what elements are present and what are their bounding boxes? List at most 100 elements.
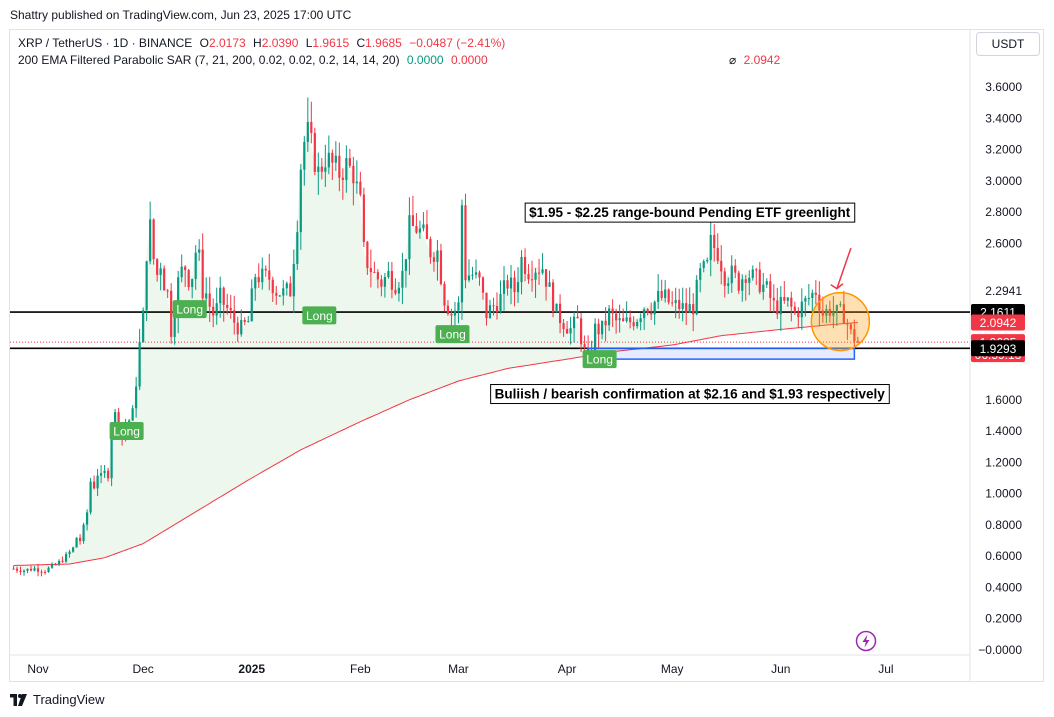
candle-body (632, 322, 635, 327)
candle-body (681, 303, 684, 309)
flash-icon[interactable] (855, 630, 877, 652)
candle-body (219, 287, 222, 304)
price-tag-1: 2.0942 (971, 314, 1025, 331)
candle-body (516, 282, 520, 293)
candle-body (601, 320, 604, 335)
candle-body (671, 302, 674, 304)
candle-body (650, 312, 653, 315)
candle-body (135, 386, 138, 409)
candle-body (769, 281, 772, 298)
candle-body (429, 238, 432, 258)
candle-body (22, 570, 26, 573)
candle-body (103, 470, 106, 474)
long-signal-label: Long (176, 303, 203, 317)
candle-body (366, 241, 369, 269)
candle-body (320, 166, 323, 172)
low-value: 1.9615 (312, 36, 350, 50)
annotation-box (524, 202, 856, 223)
candle-body (618, 318, 621, 321)
candle-body (78, 537, 82, 542)
candle-body (205, 293, 208, 299)
candle-body (527, 273, 530, 280)
candle-body (488, 305, 492, 319)
candle-body (404, 259, 408, 271)
candle-body (264, 268, 267, 271)
candle-body (551, 282, 555, 313)
candle-body (597, 323, 600, 335)
candle-body (271, 279, 274, 294)
candle-body (313, 132, 316, 172)
candle-body (233, 310, 236, 323)
candle-body (615, 313, 618, 321)
candle-body (692, 304, 695, 315)
candle-body (523, 256, 527, 274)
candle-body (26, 568, 29, 571)
candle-body (783, 297, 786, 301)
candle-body (68, 551, 71, 555)
y-tick-label: 3.4000 (985, 111, 1022, 125)
candle-body (695, 279, 698, 315)
open-label: O (199, 36, 209, 50)
long-signal-3: Long (435, 325, 470, 344)
candle-body (61, 560, 64, 562)
candle-body (373, 271, 376, 273)
chart-frame (9, 29, 1044, 682)
candle-body (331, 152, 334, 163)
candle-body (341, 177, 344, 180)
candle-body (460, 205, 464, 303)
long-signal-badge (582, 350, 617, 369)
candle-body (555, 303, 558, 313)
footer-brand[interactable]: TradingView (10, 692, 105, 707)
candle-body (629, 317, 632, 323)
candle-body (355, 181, 358, 184)
long-signal-badge (435, 325, 470, 344)
long-signal-2: Long (302, 306, 337, 325)
candle-body (152, 219, 155, 260)
candle-body (222, 287, 225, 305)
annotation-box (490, 384, 890, 405)
candle-body (667, 289, 670, 303)
candle-body (117, 412, 120, 430)
candle-body (250, 288, 253, 322)
candle-body (268, 270, 271, 280)
candle-body (583, 344, 586, 349)
symbol-name[interactable]: XRP / TetherUS · 1D · BINANCE (18, 36, 193, 50)
long-signal-badge (109, 422, 144, 441)
candle-body (359, 181, 362, 195)
candle-body (604, 320, 607, 326)
y-tick-label: 0.8000 (985, 518, 1022, 532)
candle-body (19, 570, 22, 573)
candle-body (387, 271, 390, 278)
x-tick-label: Jul (878, 662, 893, 676)
x-tick-label: 2025 (238, 662, 265, 676)
currency-button[interactable]: USDT (976, 32, 1040, 56)
candle-body (145, 261, 148, 311)
y-tick-label: 0.4000 (985, 580, 1022, 594)
candle-body (198, 249, 201, 253)
candle-body (317, 166, 320, 172)
candle-body (520, 256, 523, 283)
candle-body (727, 283, 730, 286)
candle-body (474, 272, 478, 275)
candle-body (278, 295, 281, 297)
candle-body (92, 481, 96, 489)
indicator-name[interactable]: 200 EMA Filtered Parabolic SAR (7, 21, 2… (18, 53, 400, 67)
candle-body (734, 265, 737, 273)
candle-body (646, 309, 649, 313)
candle-body (114, 412, 117, 428)
candle-body (208, 293, 211, 307)
candle-body (131, 408, 134, 421)
candle-body (807, 298, 810, 300)
candle-body (765, 281, 768, 285)
candle-body (706, 259, 709, 262)
long-signal-0: Long (109, 422, 144, 441)
candle-body (576, 316, 579, 319)
candle-body (261, 268, 264, 283)
candle-body (772, 297, 775, 301)
candle-body (565, 329, 569, 334)
candle-body (814, 292, 817, 295)
candle-body (247, 321, 250, 323)
candle-body (678, 299, 681, 309)
candle-body (804, 298, 807, 302)
